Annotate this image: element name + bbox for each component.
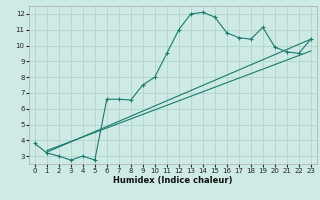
X-axis label: Humidex (Indice chaleur): Humidex (Indice chaleur) [113,176,233,185]
